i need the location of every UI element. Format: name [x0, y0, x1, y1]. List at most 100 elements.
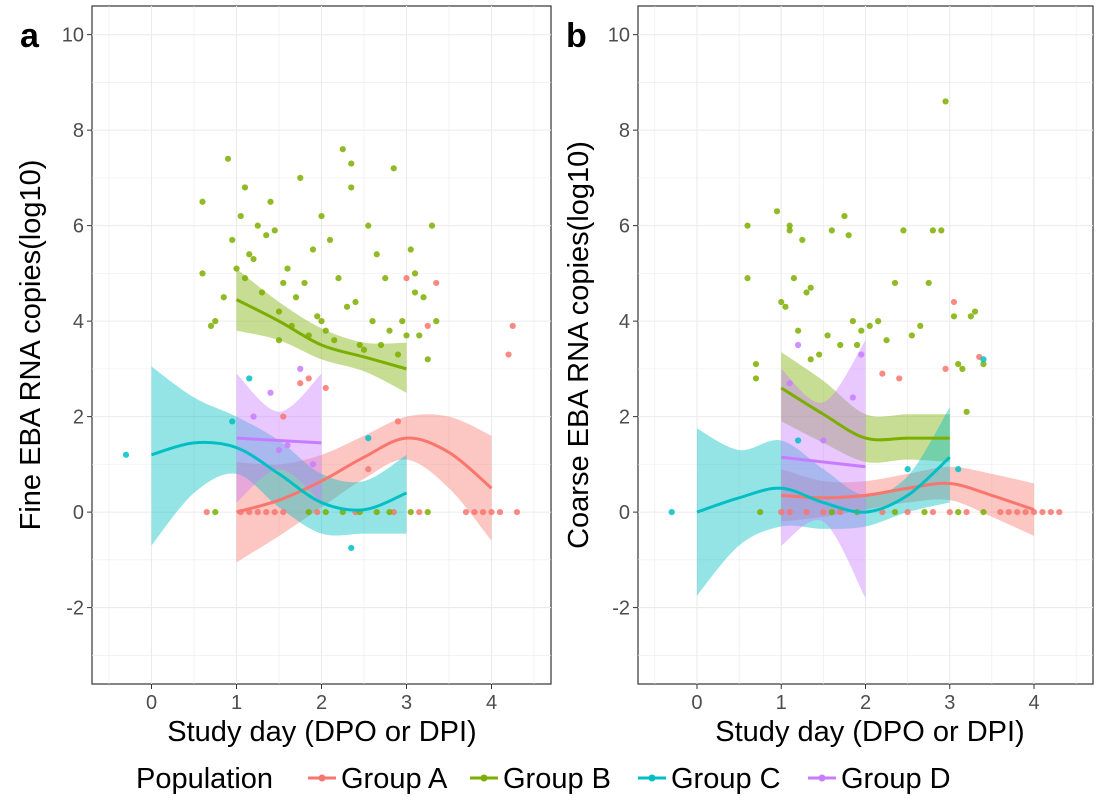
data-point-group-d [250, 413, 257, 420]
y-tick-label: 6 [619, 216, 630, 238]
data-point-group-a [1022, 509, 1029, 516]
data-point-group-a [263, 509, 270, 516]
y-tick-label: 0 [619, 502, 630, 524]
legend: Population Group A Group B Group C Group D [136, 763, 951, 795]
data-point-group-b [744, 275, 751, 282]
data-point-group-b [875, 318, 882, 325]
y-tick-label: 2 [619, 407, 630, 429]
smooth-line-group-d [236, 436, 322, 445]
data-point-group-b [757, 509, 764, 516]
data-point-group-b [866, 322, 873, 330]
y-axis-title-b: Coarse EBA RNA copies(log10) [563, 141, 595, 549]
ribbons-a [151, 268, 492, 563]
panel-label-b: b [566, 17, 587, 55]
y-axis-title-a: Fine EBA RNA copies(log10) [15, 160, 47, 531]
smooth-lines-b [696, 386, 1035, 514]
legend-item-group-d: Group D [808, 763, 951, 795]
data-point-group-b [399, 318, 406, 325]
legend-key-point [648, 774, 656, 782]
data-point-group-c [904, 466, 911, 473]
data-point-group-a [280, 413, 287, 420]
data-point-group-c [122, 451, 130, 458]
data-point-group-a [424, 322, 431, 330]
data-point-group-b [908, 332, 915, 339]
data-point-group-b [212, 318, 219, 325]
data-point-group-b [275, 308, 283, 315]
data-point-group-c [794, 437, 802, 444]
data-point-group-b [799, 236, 806, 244]
y-ticks-b: -2 0 2 4 6 8 10 [608, 25, 638, 620]
data-point-group-b [267, 198, 274, 205]
data-point-group-b [971, 308, 979, 315]
data-point-group-c [980, 356, 987, 363]
data-point-group-b [207, 322, 215, 330]
data-point-group-b [921, 509, 928, 516]
data-point-group-b [963, 408, 970, 415]
legend-label: Group D [841, 763, 951, 795]
data-point-group-b [980, 360, 987, 368]
data-point-group-a [203, 509, 210, 516]
legend-label: Group C [671, 763, 781, 795]
data-point-group-b [348, 160, 355, 167]
data-point-group-c [365, 435, 372, 442]
data-point-group-a [879, 370, 886, 377]
y-tick-label: 10 [608, 25, 630, 47]
data-point-group-b [199, 198, 206, 205]
data-point-group-b [369, 318, 376, 325]
data-point-group-b [786, 227, 793, 234]
data-point-group-b [322, 509, 329, 516]
data-point-group-b [955, 509, 962, 516]
data-point-group-b [942, 98, 949, 105]
y-tick-label: -2 [612, 598, 630, 620]
data-point-group-b [824, 332, 831, 339]
x-tick-label: 4 [486, 692, 497, 714]
data-point-group-b [224, 155, 232, 162]
x-tick-label: 3 [944, 692, 955, 714]
data-point-group-b [807, 284, 814, 291]
legend-label: Group B [503, 763, 611, 795]
data-point-group-b [950, 313, 958, 320]
data-point-group-b [241, 184, 249, 191]
data-point-group-b [390, 165, 397, 172]
data-point-group-d [275, 446, 283, 454]
y-tick-label: 8 [73, 120, 84, 142]
ci-ribbon-group-b [236, 268, 407, 393]
data-point-group-c [246, 375, 253, 382]
data-point-group-a [942, 365, 949, 372]
data-point-group-b [752, 360, 760, 368]
data-point-group-b [331, 337, 338, 344]
data-point-group-b [229, 236, 236, 244]
smooth-line-group-c [151, 440, 408, 512]
data-point-group-b [373, 251, 380, 258]
data-point-group-a [950, 298, 958, 306]
data-point-group-b [258, 289, 266, 296]
data-point-group-c [348, 544, 355, 552]
ci-ribbon-group-a [236, 414, 492, 563]
legend-key-point [480, 774, 488, 782]
data-point-group-b [786, 222, 793, 229]
data-point-group-a [390, 509, 397, 516]
data-point-group-a [488, 509, 495, 516]
data-point-group-a [1047, 509, 1054, 516]
ci-ribbon-group-b [781, 352, 950, 463]
data-point-group-b [407, 509, 414, 516]
data-point-group-d [786, 380, 793, 387]
y-tick-label: 10 [62, 25, 84, 47]
data-point-group-a [904, 509, 911, 516]
y-tick-label: 4 [619, 311, 630, 333]
data-point-group-b [891, 509, 899, 516]
data-point-group-b [318, 318, 325, 325]
data-point-group-b [980, 509, 987, 516]
data-point-group-d [858, 351, 865, 358]
data-point-group-b [403, 332, 410, 339]
y-tick-label: 0 [73, 502, 84, 524]
data-point-group-b [386, 327, 393, 334]
data-point-group-b [790, 275, 797, 282]
data-point-group-b [828, 227, 835, 234]
x-tick-label: 0 [146, 692, 157, 714]
data-point-group-b [778, 298, 785, 306]
data-point-group-b [424, 356, 431, 363]
ci-ribbon-group-d [236, 373, 322, 503]
legend-key-point [818, 774, 826, 782]
legend-label: Group A [341, 763, 448, 795]
